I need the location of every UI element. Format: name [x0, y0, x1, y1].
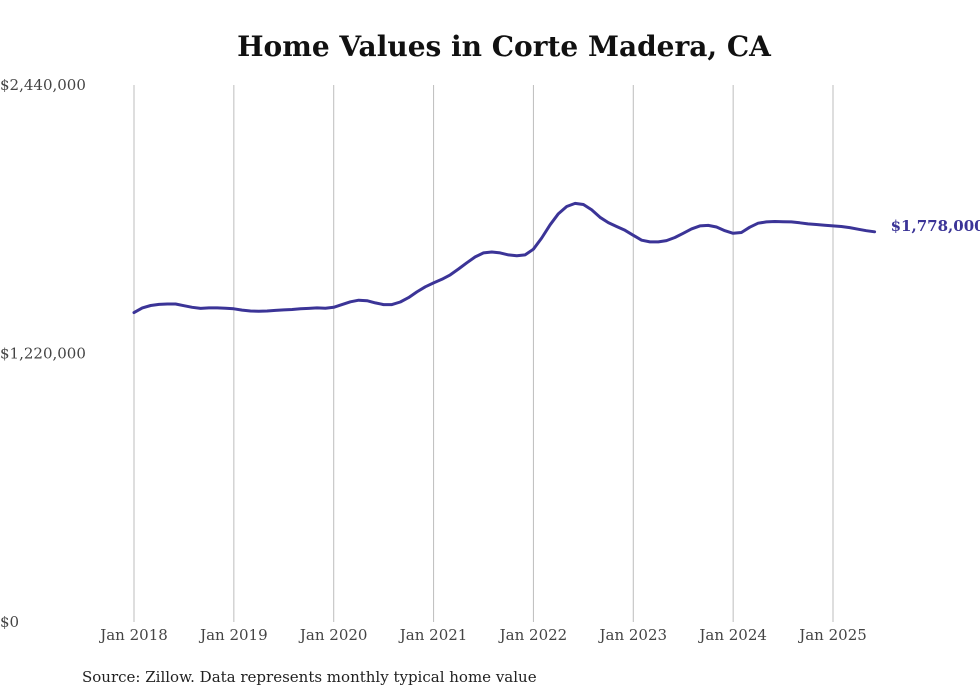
x-tick-label: Jan 2024 [697, 626, 767, 644]
x-tick-label: Jan 2022 [498, 626, 568, 644]
y-tick-label: $1,220,000 [0, 345, 86, 363]
x-tick-label: Jan 2018 [98, 626, 168, 644]
gridlines [133, 85, 834, 622]
end-value-label: $1,778,000 [891, 217, 980, 235]
y-axis-ticks: $0 $1,220,000 $2,440,000 [0, 76, 86, 631]
source-note: Source: Zillow. Data represents monthly … [82, 668, 537, 686]
series-line [132, 201, 877, 315]
chart-title: Home Values in Corte Madera, CA [237, 30, 771, 63]
y-tick-label: $0 [0, 613, 19, 631]
x-tick-label: Jan 2023 [598, 626, 668, 644]
x-tick-label: Jan 2020 [298, 626, 368, 644]
x-axis-ticks: Jan 2018 Jan 2019 Jan 2020 Jan 2021 Jan 2022… [98, 626, 867, 644]
x-tick-label: Jan 2019 [198, 626, 268, 644]
x-tick-label: Jan 2021 [398, 626, 468, 644]
x-tick-label: Jan 2025 [797, 626, 867, 644]
y-tick-label: $2,440,000 [0, 76, 86, 94]
series-layer: $1,778,000 [132, 201, 980, 315]
